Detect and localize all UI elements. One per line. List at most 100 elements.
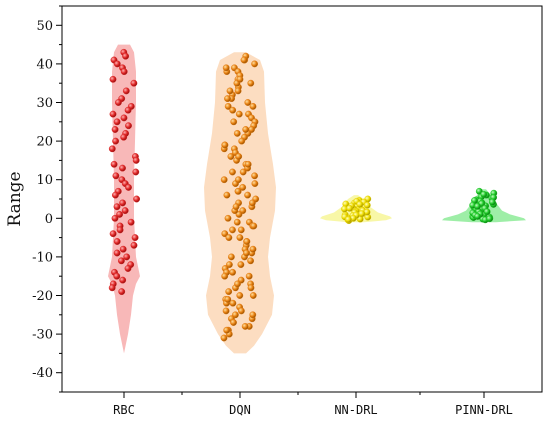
point-rbc (113, 60, 121, 68)
point-dqn (237, 307, 245, 315)
point-dqn (251, 180, 259, 188)
point-dqn (242, 126, 250, 133)
point-rbc (130, 79, 138, 87)
point-dqn (236, 75, 244, 83)
point-rbc (112, 137, 120, 145)
point-dqn (226, 87, 234, 95)
point-dqn (225, 288, 233, 295)
point-dqn (229, 106, 237, 114)
point-dqn (248, 199, 256, 207)
point-dqn (239, 183, 247, 191)
point-rbc (113, 272, 121, 280)
point-pinn-drl (474, 212, 481, 220)
x-axis: RBC DQN NN-DRL PINN-DRL (113, 392, 513, 417)
point-dqn (239, 168, 247, 176)
point-dqn (244, 191, 252, 199)
point-pinn-drl (480, 190, 488, 198)
point-dqn (236, 292, 244, 299)
point-rbc (123, 253, 131, 261)
point-dqn (240, 56, 248, 64)
point-dqn (223, 326, 231, 334)
point-rbc (109, 110, 117, 118)
point-dqn (229, 226, 236, 234)
point-rbc (122, 52, 130, 60)
point-dqn (249, 245, 257, 253)
point-nn-drl (363, 201, 371, 209)
point-dqn (225, 234, 233, 242)
point-rbc (111, 214, 119, 222)
point-dqn (224, 103, 232, 110)
x-category-label-rbc: RBC (113, 403, 135, 417)
point-rbc (116, 226, 124, 234)
point-dqn (232, 203, 240, 211)
point-rbc (113, 203, 121, 211)
point-dqn (244, 99, 252, 106)
point-pinn-drl (483, 208, 491, 216)
point-dqn (234, 187, 242, 195)
point-rbc (118, 288, 126, 295)
point-rbc (119, 164, 126, 172)
violin-layer (108, 44, 526, 354)
point-dqn (249, 292, 257, 299)
point-rbc (113, 249, 121, 257)
point-rbc (115, 99, 122, 106)
point-rbc (132, 168, 140, 176)
y-tick-label: -10 (32, 250, 53, 265)
point-dqn (235, 110, 243, 118)
x-category-label-nn-drl: NN-DRL (334, 403, 377, 417)
point-pinn-drl (474, 202, 481, 210)
point-rbc (111, 126, 119, 133)
point-dqn (245, 272, 253, 280)
point-dqn (225, 261, 233, 268)
point-dqn (237, 226, 245, 234)
x-category-label-dqn: DQN (229, 403, 251, 417)
point-dqn (221, 141, 229, 149)
point-nn-drl (358, 210, 366, 218)
point-dqn (234, 280, 241, 288)
y-tick-label: 0 (45, 212, 53, 227)
point-dqn (241, 322, 249, 330)
point-dqn (251, 60, 259, 68)
point-dqn (224, 95, 231, 103)
point-dqn (247, 284, 255, 292)
point-dqn (220, 334, 228, 342)
point-rbc (109, 75, 117, 83)
point-dqn (224, 295, 232, 303)
point-rbc (118, 257, 125, 265)
point-rbc (120, 133, 128, 141)
y-tick-label: 40 (36, 57, 53, 72)
point-rbc (112, 172, 120, 180)
point-rbc (130, 241, 138, 249)
y-axis-label: Range (5, 171, 25, 226)
point-rbc (125, 183, 132, 191)
point-dqn (235, 210, 243, 218)
x-category-label-pinn-drl: PINN-DRL (455, 403, 513, 417)
point-dqn (220, 176, 228, 184)
point-pinn-drl (486, 215, 493, 223)
point-dqn (227, 153, 235, 160)
y-tick-label: 30 (36, 96, 53, 111)
point-dqn (234, 87, 242, 95)
point-rbc (113, 238, 121, 245)
point-dqn (237, 261, 245, 268)
point-dqn (250, 222, 258, 230)
point-dqn (230, 118, 238, 126)
point-rbc (132, 156, 140, 164)
point-rbc (119, 276, 127, 284)
point-dqn (221, 272, 229, 280)
point-rbc (108, 145, 116, 153)
point-dqn (229, 268, 237, 276)
y-axis: 50 40 30 20 10 0 -10 -20 -30 -40 (32, 5, 62, 393)
y-tick-label: -40 (32, 366, 53, 381)
point-rbc (122, 87, 130, 95)
point-dqn (222, 64, 230, 72)
point-rbc (124, 106, 132, 114)
point-dqn (251, 172, 259, 180)
point-rbc (133, 195, 141, 203)
point-dqn (238, 137, 246, 145)
y-tick-label: 20 (36, 135, 53, 150)
point-rbc (120, 68, 128, 76)
point-nn-drl (346, 204, 353, 212)
point-rbc (125, 122, 132, 130)
